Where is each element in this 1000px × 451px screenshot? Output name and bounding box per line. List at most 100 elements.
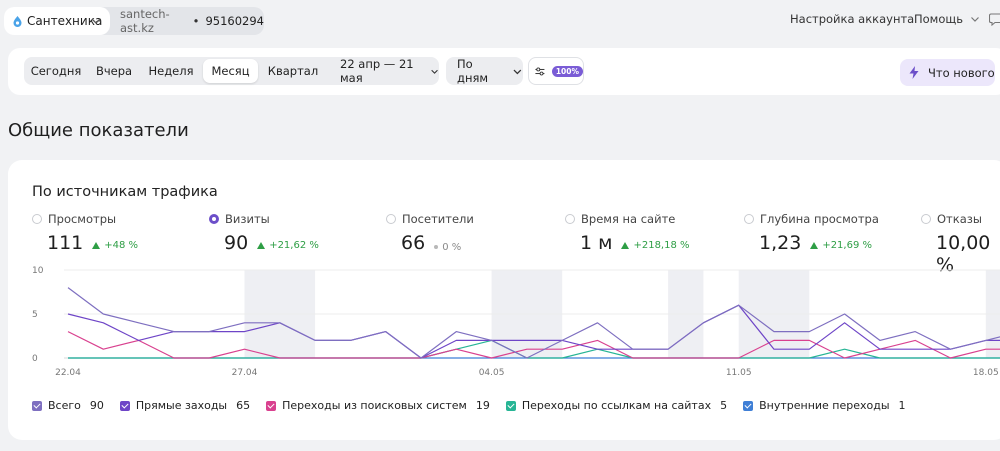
legend-count: 5 xyxy=(720,399,728,412)
counter-separator: • xyxy=(192,14,200,28)
metric-radio[interactable] xyxy=(386,214,396,224)
arrow-up-icon xyxy=(810,242,819,249)
grouping-select[interactable]: По дням xyxy=(446,57,523,85)
metric-radio[interactable] xyxy=(32,214,42,224)
card-title: По источникам трафика xyxy=(32,184,218,200)
metric-value: 66 xyxy=(401,232,426,254)
arrow-up-icon xyxy=(621,242,630,249)
chart-legend: Всего 90 Прямые заходы 65 Переходы из поис… xyxy=(32,399,922,412)
sliders-icon xyxy=(535,67,545,75)
metric-delta: +21,62 % xyxy=(257,240,319,251)
metric-pageviews[interactable]: Просмотры 111 +48 % xyxy=(32,212,138,254)
metric-delta-text: +48 % xyxy=(104,240,139,251)
x-tick-label: 04.05 xyxy=(479,368,505,378)
period-week[interactable]: Неделя xyxy=(148,64,194,78)
period-yesterday[interactable]: Вчера xyxy=(95,64,133,78)
counter-meta: santech-ast.kz • 95160294 xyxy=(120,7,264,35)
chevron-down-icon xyxy=(431,69,438,74)
metric-label: Визиты xyxy=(225,212,270,226)
metric-page-depth[interactable]: Глубина просмотра 1,23 +21,69 % xyxy=(744,212,879,254)
y-tick-label: 10 xyxy=(32,266,44,276)
legend-item-search[interactable]: Переходы из поисковых систем 19 xyxy=(266,399,490,412)
metric-radio[interactable] xyxy=(209,214,219,224)
checkbox-icon xyxy=(119,400,130,411)
checkbox-icon xyxy=(32,400,42,411)
metric-delta-text: +21,62 % xyxy=(269,240,319,251)
legend-item-internal[interactable]: Внутренние переходы 1 xyxy=(743,399,906,412)
metric-label: Глубина просмотра xyxy=(760,212,879,226)
checkbox-icon xyxy=(505,400,516,411)
legend-count: 1 xyxy=(898,399,906,412)
period-month[interactable]: Месяц xyxy=(203,59,258,83)
page-title: Общие показатели xyxy=(8,120,189,141)
help-menu[interactable]: Помощь xyxy=(914,12,980,26)
legend-label: Всего xyxy=(48,399,81,412)
date-range-label: 22 апр — 21 мая xyxy=(340,57,414,85)
metric-value: 90 xyxy=(224,232,249,254)
period-quarter[interactable]: Квартал xyxy=(267,64,319,78)
sampling-badge: 100% xyxy=(551,65,583,77)
legend-label: Прямые заходы xyxy=(135,399,228,412)
metric-label: Просмотры xyxy=(48,212,117,226)
date-range-picker[interactable]: 22 апр — 21 мая xyxy=(340,57,439,85)
lightning-icon xyxy=(909,66,919,79)
legend-label: Переходы из поисковых систем xyxy=(282,399,467,412)
metric-delta: 0 % xyxy=(434,242,461,253)
legend-count: 65 xyxy=(236,399,251,412)
traffic-sources-card: По источникам трафика Просмотры 111 +48 %… xyxy=(8,160,1000,440)
period-selector: Сегодня Вчера Неделя Месяц Квартал 22 ап… xyxy=(24,57,439,85)
metric-visits[interactable]: Визиты 90 +21,62 % xyxy=(209,212,319,254)
counter-id: 95160294 xyxy=(205,14,264,28)
y-tick-label: 5 xyxy=(32,310,38,320)
report-toolbar: Сегодня Вчера Неделя Месяц Квартал 22 ап… xyxy=(8,48,1000,95)
metric-radio[interactable] xyxy=(921,214,931,224)
whats-new-button[interactable]: Что нового xyxy=(900,59,995,86)
series-line xyxy=(67,304,1000,359)
legend-label: Переходы по ссылкам на сайтах xyxy=(521,399,712,412)
chat-icon[interactable] xyxy=(989,13,1000,26)
sampling-button[interactable]: 100% xyxy=(528,57,584,85)
metric-delta: +218,18 % xyxy=(621,240,690,251)
metric-time-on-site[interactable]: Время на сайте 1 м +218,18 % xyxy=(565,212,690,254)
account-settings-link[interactable]: Настройка аккаунта xyxy=(790,12,915,26)
metric-visitors[interactable]: Посетители 66 0 % xyxy=(386,212,474,254)
legend-item-links[interactable]: Переходы по ссылкам на сайтах 5 xyxy=(505,399,728,412)
chevron-down-icon xyxy=(513,69,522,74)
grouping-label: По дням xyxy=(457,57,489,85)
counter-select[interactable]: Сантехника xyxy=(4,7,110,35)
metric-value: 1 м xyxy=(580,232,613,254)
arrow-up-icon xyxy=(92,242,101,249)
metric-label: Отказы xyxy=(937,212,982,226)
metric-value: 1,23 xyxy=(759,232,802,254)
metric-delta-text: +218,18 % xyxy=(633,240,690,251)
metric-label: Время на сайте xyxy=(581,212,676,226)
checkbox-icon xyxy=(743,400,754,411)
legend-count: 90 xyxy=(89,399,104,412)
series-line xyxy=(67,287,1000,359)
x-tick-label: 11.05 xyxy=(726,368,752,378)
x-tick-label: 22.04 xyxy=(55,368,81,378)
metric-delta: +21,69 % xyxy=(810,240,872,251)
legend-count: 19 xyxy=(475,399,490,412)
legend-label: Внутренние переходы xyxy=(759,399,890,412)
metric-radio[interactable] xyxy=(565,214,575,224)
legend-item-total[interactable]: Всего 90 xyxy=(32,399,104,412)
chevron-down-icon xyxy=(971,17,979,22)
counter-name: Сантехника xyxy=(27,14,103,28)
counter-pill: Сантехника santech-ast.kz • 95160294 xyxy=(4,7,264,35)
x-tick-label: 18.05 xyxy=(973,368,999,378)
legend-item-direct[interactable]: Прямые заходы 65 xyxy=(119,399,251,412)
metric-radio[interactable] xyxy=(744,214,754,224)
no-change-dot-icon xyxy=(434,245,439,249)
metric-value: 111 xyxy=(47,232,84,254)
x-tick-label: 27.04 xyxy=(232,368,258,378)
counter-domain: santech-ast.kz xyxy=(120,7,170,35)
traffic-line-chart: 10 5 0 22.04 27.04 04.05 11.05 18.05 xyxy=(32,266,1000,378)
period-today[interactable]: Сегодня xyxy=(30,64,82,78)
metric-delta-text: +21,69 % xyxy=(822,240,872,251)
top-bar: Сантехника santech-ast.kz • 95160294 Нас… xyxy=(0,0,1000,40)
metrika-logo-icon xyxy=(13,15,22,27)
y-tick-label: 0 xyxy=(32,354,38,364)
help-label: Помощь xyxy=(914,12,964,26)
metric-delta-text: 0 % xyxy=(442,241,462,253)
